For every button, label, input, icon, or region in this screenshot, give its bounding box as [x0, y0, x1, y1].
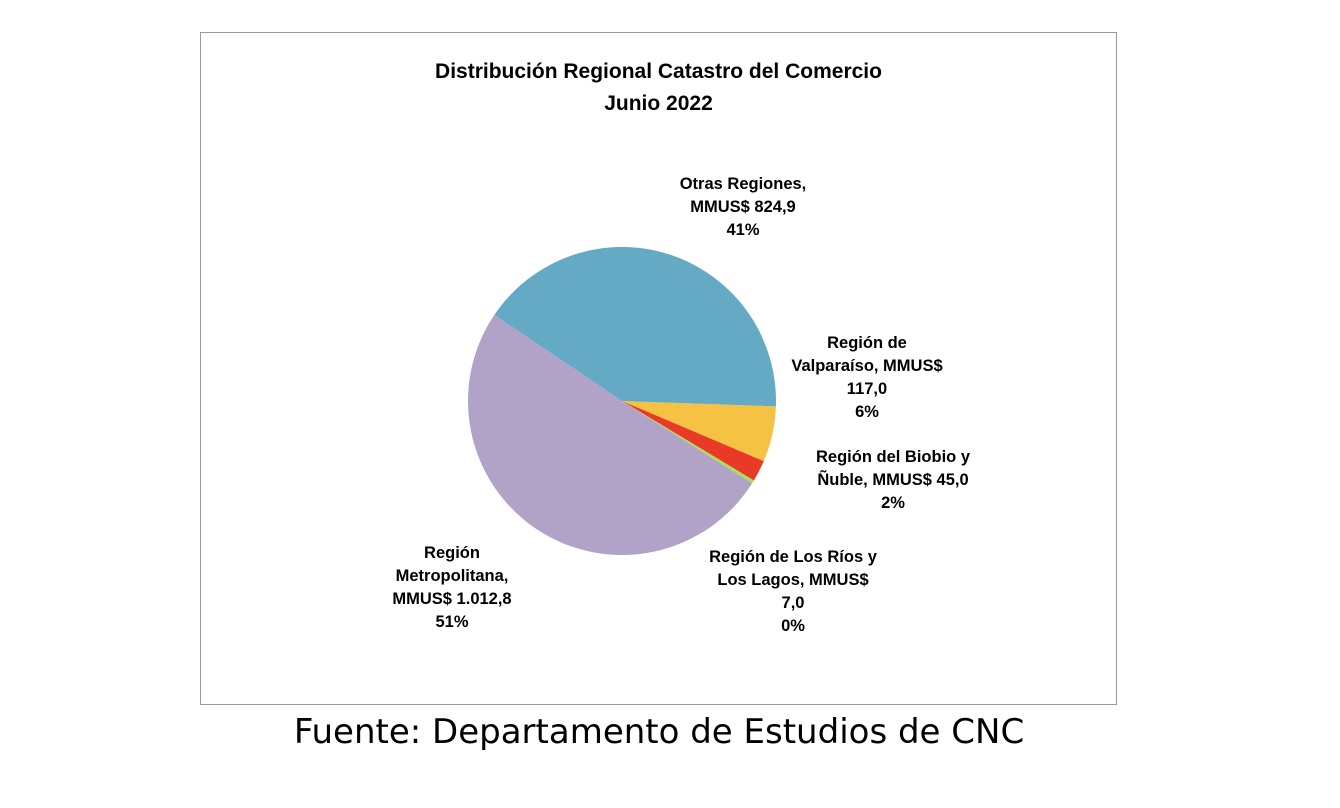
label-otras-regiones: Otras Regiones, MMUS$ 824,9 41%	[680, 173, 807, 242]
label-line: Metropolitana,	[395, 567, 509, 585]
label-line: 117,0	[846, 380, 888, 398]
label-line: 6%	[855, 403, 879, 421]
label-line: Región de Los Ríos y	[709, 548, 877, 566]
pie-slice-regi-n-del-biobio-y-uble	[622, 401, 764, 481]
pie-slice-regi-n-metropolitana	[467, 314, 753, 556]
label-line: MMUS$ 1.012,8	[392, 590, 512, 608]
label-line: Región	[424, 544, 480, 562]
label-line: 0%	[781, 617, 805, 635]
label-line: MMUS$ 824,9	[690, 198, 796, 216]
label-line: Región de	[827, 334, 907, 352]
label-line: Los Lagos, MMUS$	[717, 571, 869, 589]
source-note: Fuente: Departamento de Estudios de CNC	[293, 712, 1025, 752]
label-metropolitana: Región Metropolitana, MMUS$ 1.012,8 51%	[392, 542, 511, 634]
label-line: Región del Biobio y	[815, 448, 971, 466]
label-valparaiso: Región de Valparaíso, MMUS$ 117,0 6%	[791, 332, 942, 424]
pie-slice-otras-regiones	[494, 247, 776, 407]
chart-frame	[200, 32, 1117, 705]
pie-slice-regi-n-de-valpara-so	[622, 401, 776, 462]
label-line: Valparaíso, MMUS$	[791, 357, 943, 375]
label-line: 2%	[881, 494, 905, 512]
label-los-rios: Región de Los Ríos y Los Lagos, MMUS$ 7,…	[709, 546, 877, 638]
label-line: 41%	[726, 221, 760, 239]
chart-title-line2: Junio 2022	[604, 92, 713, 115]
label-biobio: Región del Biobio y Ñuble, MMUS$ 45,0 2%	[816, 446, 970, 515]
pie-slice-regi-n-de-los-r-os-y-los-lagos	[622, 401, 754, 484]
chart-title-line1: Distribución Regional Catastro del Comer…	[435, 60, 882, 83]
label-line: Ñuble, MMUS$ 45,0	[817, 471, 969, 489]
label-line: Otras Regiones,	[679, 175, 807, 193]
label-line: 7,0	[781, 594, 805, 612]
label-line: 51%	[435, 613, 469, 631]
